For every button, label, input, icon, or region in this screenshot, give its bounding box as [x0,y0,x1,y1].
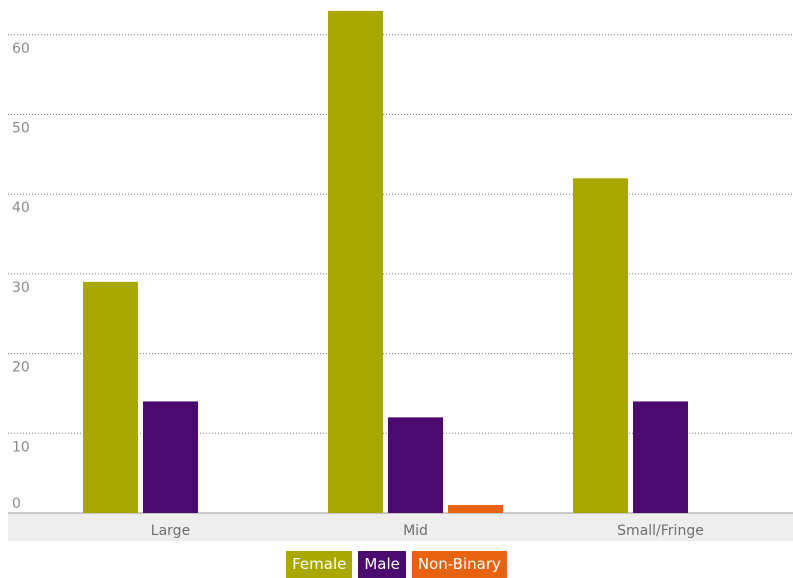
bar-female [573,178,628,513]
legend-item: Female [286,551,353,578]
legend-item: Non-Binary [411,551,507,578]
y-tick-label: 0 [12,496,21,512]
y-tick-label: 50 [12,121,30,137]
bar-male [633,401,688,513]
x-axis-band [8,513,793,541]
y-tick-label: 40 [12,200,30,216]
y-tick-label: 30 [12,280,30,296]
x-tick-label: Large [151,523,190,539]
bar-male [388,417,443,513]
bar-female [328,10,383,513]
y-tick-label: 60 [12,41,30,57]
chart-legend: Female Male Non-Binary [0,551,793,578]
bar-non-binary [448,505,503,513]
y-tick-label: 10 [12,439,30,455]
bar-female [83,281,138,513]
bar-male [143,401,198,513]
x-tick-label: Mid [403,523,428,539]
legend-item: Male [358,551,406,578]
y-tick-label: 20 [12,360,30,376]
x-tick-label: Small/Fringe [617,523,704,539]
